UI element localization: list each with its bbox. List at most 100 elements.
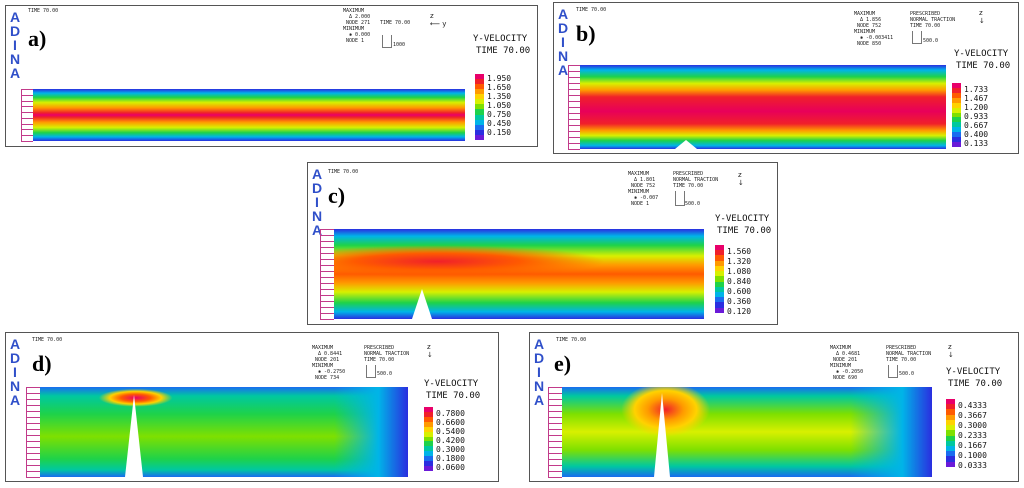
inlet-arrow	[26, 417, 40, 418]
legend-swatch	[715, 302, 724, 308]
legend-bar	[946, 399, 955, 467]
time-text: TIME 70.00	[556, 337, 587, 343]
inlet-arrow	[548, 435, 562, 436]
legend-tick: 0.6600	[436, 418, 465, 427]
inlet-arrow	[568, 143, 580, 144]
legend-tick: 0.1800	[436, 454, 465, 463]
legend-subtitle: TIME 70.00	[717, 226, 772, 236]
legend-swatch	[946, 399, 955, 405]
contour-layer	[33, 89, 465, 141]
inlet-arrow	[26, 435, 40, 436]
legend-tick: 0.5400	[436, 427, 465, 436]
panel-label: c)	[328, 183, 346, 208]
legend-swatch	[952, 87, 961, 93]
legend-swatch	[952, 112, 961, 118]
inlet-arrow	[320, 295, 334, 296]
inlet-arrow	[568, 65, 580, 66]
legend-swatch	[952, 117, 961, 123]
inlet-arrow	[26, 393, 40, 394]
legend-tick: 0.133	[964, 139, 989, 148]
legend-tick: 0.3000	[958, 421, 987, 430]
legend-tick: 0.120	[727, 307, 752, 316]
inlet-arrow	[548, 441, 562, 442]
legend-tick: 1.560	[727, 247, 752, 256]
legend-swatch	[946, 435, 955, 441]
inlet-arrow	[320, 289, 334, 290]
inlet-arrow	[568, 119, 580, 120]
adina-logo: A D I N A	[533, 337, 545, 407]
logo-letter: A	[533, 336, 545, 352]
time-text: TIME 70.00	[32, 337, 63, 343]
panel-e: A D I N A e) TIME 70.00 MAXIMUM Δ 0.4681…	[529, 332, 1019, 482]
inlet-arrow	[26, 471, 40, 472]
legend-swatch	[424, 451, 433, 457]
legend-swatch	[952, 97, 961, 103]
max-min-info: MAXIMUM Δ 0.4681 NODE 201 MINIMUM ✱ -0.2…	[830, 345, 864, 381]
legend-tick: 0.3000	[436, 445, 465, 454]
legend-tick: 1.733	[964, 85, 989, 94]
inlet-arrow	[21, 95, 33, 96]
inlet-arrow	[548, 429, 562, 430]
inlet-arrow	[320, 283, 334, 284]
max-min-info: MAXIMUM Δ 1.856 NODE 752 MINIMUM ✱ -0.00…	[854, 11, 894, 47]
legend-tick: 1.950	[487, 74, 512, 83]
logo-letter: A	[311, 222, 323, 238]
logo-letter: A	[9, 336, 21, 352]
legend-swatch	[475, 74, 484, 80]
logo-letter: D	[311, 180, 323, 196]
inlet-arrow	[21, 124, 33, 125]
legend-swatch	[424, 416, 433, 422]
legend-swatch	[715, 245, 724, 251]
logo-letter: N	[9, 51, 21, 67]
inlet-arrow	[320, 247, 334, 248]
inlet-arrow	[320, 265, 334, 266]
time-text: TIME 70.00	[28, 8, 59, 14]
legend-title: Y-VELOCITY	[473, 34, 528, 44]
traction-value: 500.0	[923, 38, 939, 44]
logo-letter: A	[311, 166, 323, 182]
inlet-arrow	[320, 241, 334, 242]
traction-info: PRESCRIBED NORMAL TRACTION TIME 70.00	[910, 11, 956, 29]
inlet-arrow	[21, 101, 33, 102]
inlet-arrow	[21, 89, 33, 90]
legend-swatch	[475, 134, 484, 140]
obstacle-shape	[675, 140, 697, 149]
inlet-arrow	[548, 417, 562, 418]
legend-swatch	[952, 83, 961, 88]
panel-label: e)	[554, 351, 572, 376]
obstacle-shape	[125, 395, 143, 477]
legend-swatch	[475, 119, 484, 125]
inlet-arrow	[568, 71, 580, 72]
legend-tick: 0.840	[727, 277, 752, 286]
inlet-boundary	[21, 89, 22, 141]
inlet-arrow	[26, 453, 40, 454]
legend-swatch	[475, 99, 484, 105]
traction-info: PRESCRIBED NORMAL TRACTION TIME 70.00	[364, 345, 410, 363]
inlet-arrow	[548, 423, 562, 424]
legend-swatch	[475, 124, 484, 130]
logo-letter: I	[13, 37, 17, 53]
legend-swatch	[715, 281, 724, 287]
inlet-arrow	[548, 393, 562, 394]
inlet-arrow	[320, 235, 334, 236]
legend-title: Y-VELOCITY	[424, 379, 479, 389]
logo-letter: A	[9, 9, 21, 25]
legend-swatch	[952, 92, 961, 98]
inlet-arrow	[548, 405, 562, 406]
legend-tick: 0.7800	[436, 409, 465, 418]
inlet-arrow	[568, 131, 580, 132]
inlet-arrow	[21, 141, 33, 142]
inlet-arrow	[568, 125, 580, 126]
max-min-info: MAXIMUM Δ 0.8441 NODE 201 MINIMUM ✱ -0.2…	[312, 345, 346, 381]
inlet-arrow	[320, 307, 334, 308]
legend-swatch	[715, 250, 724, 256]
inlet-arrow	[568, 83, 580, 84]
traction-value: 1000	[393, 42, 406, 48]
legend-tick: 0.600	[727, 287, 752, 296]
legend-swatch	[715, 307, 724, 313]
legend-swatch	[715, 286, 724, 292]
axis-triad-icon: z ⟵ y	[430, 12, 447, 28]
inlet-arrow	[26, 405, 40, 406]
legend-tick: 0.4333	[958, 401, 987, 410]
legend-tick: 0.0333	[958, 461, 987, 470]
